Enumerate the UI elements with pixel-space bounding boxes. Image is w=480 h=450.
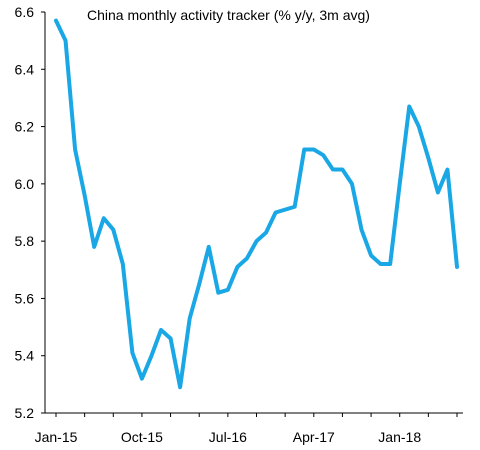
x-tick-label: Oct-15 [121, 429, 163, 445]
plot-area [54, 18, 459, 390]
x-tick-label: Jan-18 [378, 429, 421, 445]
x-tick-label: Jan-15 [35, 429, 78, 445]
chart-title: China monthly activity tracker (% y/y, 3… [87, 7, 370, 23]
x-tick-label: Jul-16 [209, 429, 247, 445]
y-tick-label: 5.6 [15, 290, 35, 306]
y-tick-label: 6.6 [15, 4, 35, 20]
y-tick-label: 5.8 [15, 233, 35, 249]
series-line [54, 18, 459, 390]
y-axis: 5.2 5.4 5.6 5.8 6.0 6.2 6.4 6.6 [15, 4, 46, 421]
x-axis: Jan-15 Oct-15 Jul-16 Apr-17 Jan-18 [35, 412, 463, 445]
y-tick-label: 6.4 [15, 61, 35, 77]
y-tick-label: 5.2 [15, 405, 35, 421]
y-tick-label: 6.0 [15, 176, 35, 192]
y-tick-label: 5.4 [15, 348, 35, 364]
y-tick-label: 6.2 [15, 119, 35, 135]
x-tick-label: Apr-17 [293, 429, 335, 445]
